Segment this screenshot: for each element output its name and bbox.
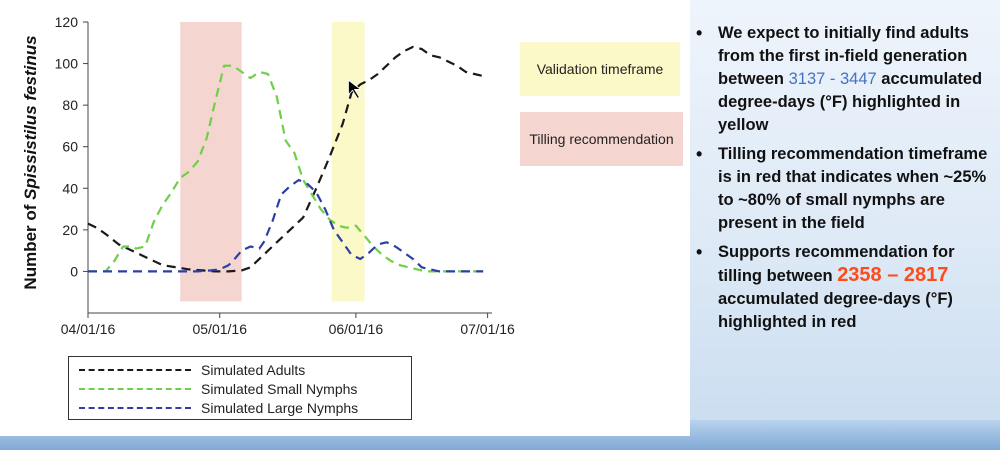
bullet-highlight-degree-days: 3137 - 3447: [788, 70, 877, 88]
legend-item-small-nymphs: Simulated Small Nymphs: [79, 380, 357, 398]
x-tick-label: 04/01/16: [61, 321, 116, 337]
legend-item-large-nymphs: Simulated Large Nymphs: [79, 399, 358, 417]
bullet-item-recommendation: • Supports recommendation for tilling be…: [690, 241, 998, 334]
chart-legend: Simulated Adults Simulated Small Nymphs …: [68, 356, 412, 420]
x-tick-label: 07/01/16: [460, 321, 515, 337]
bullet-text: accumulated degree-days (°F) highlighted…: [718, 290, 953, 331]
y-axis-label: Number of Spissistilus festinus: [21, 35, 40, 289]
bullet-item-validation: • We expect to initially find adults fro…: [690, 22, 998, 137]
legend-swatch-adults: [79, 369, 191, 371]
y-tick-label: 0: [70, 263, 78, 279]
bullet-text: Supports recommendation for tilling betw…: [718, 243, 955, 285]
x-tick-label: 06/01/16: [329, 321, 384, 337]
line-chart: 0 20 40 60 80 100 120 04/01/16 05/01/16 06/01/16 0…: [21, 14, 515, 337]
legend-swatch-large-nymphs: [79, 407, 191, 409]
y-tick-label: 120: [55, 14, 79, 30]
bullet-dot: •: [696, 242, 703, 262]
y-tick-label: 40: [62, 180, 78, 196]
validation-timeframe-key: Validation timeframe: [520, 42, 680, 96]
band-validation-timeframe: [331, 22, 365, 302]
tilling-recommendation-key: Tilling recommendation: [520, 112, 683, 166]
mouse-cursor-icon: [348, 79, 362, 99]
legend-label-small-nymphs: Simulated Small Nymphs: [201, 381, 358, 397]
y-tick-label: 100: [55, 56, 79, 72]
legend-item-adults: Simulated Adults: [79, 361, 305, 379]
y-tick-label: 20: [62, 222, 78, 238]
y-tick-label: 60: [62, 139, 78, 155]
series-line-simulated-large-nymphs: [88, 178, 484, 273]
legend-label-large-nymphs: Simulated Large Nymphs: [201, 400, 359, 416]
bullet-dot: •: [696, 144, 703, 164]
y-tick-label: 80: [62, 97, 78, 113]
legend-label-adults: Simulated Adults: [201, 362, 306, 378]
bullet-dot: •: [696, 23, 703, 43]
validation-timeframe-label: Validation timeframe: [536, 61, 664, 77]
bullet-text: accumulated degree-days (°F) highlighted…: [718, 70, 983, 134]
series-line-simulated-small-nymphs: [88, 64, 484, 273]
bullet-text: Tilling recommendation timeframe is in r…: [718, 145, 988, 232]
chart-panel: 0 20 40 60 80 100 120 04/01/16 05/01/16 06/01/16 0…: [21, 14, 683, 420]
legend-swatch-small-nymphs: [79, 388, 191, 390]
bullet-list: • We expect to initially find adults fro…: [690, 22, 998, 340]
bullet-text: We expect to initially find adults from …: [718, 24, 969, 88]
bullet-item-tilling: • Tilling recommendation timeframe is in…: [690, 143, 998, 235]
band-tilling-recommendation: [180, 22, 242, 302]
x-tick-label: 05/01/16: [192, 321, 247, 337]
bullet-highlight-tilling-range: 2358 – 2817: [837, 264, 949, 286]
tilling-recommendation-label: Tilling recommendation: [529, 131, 674, 147]
